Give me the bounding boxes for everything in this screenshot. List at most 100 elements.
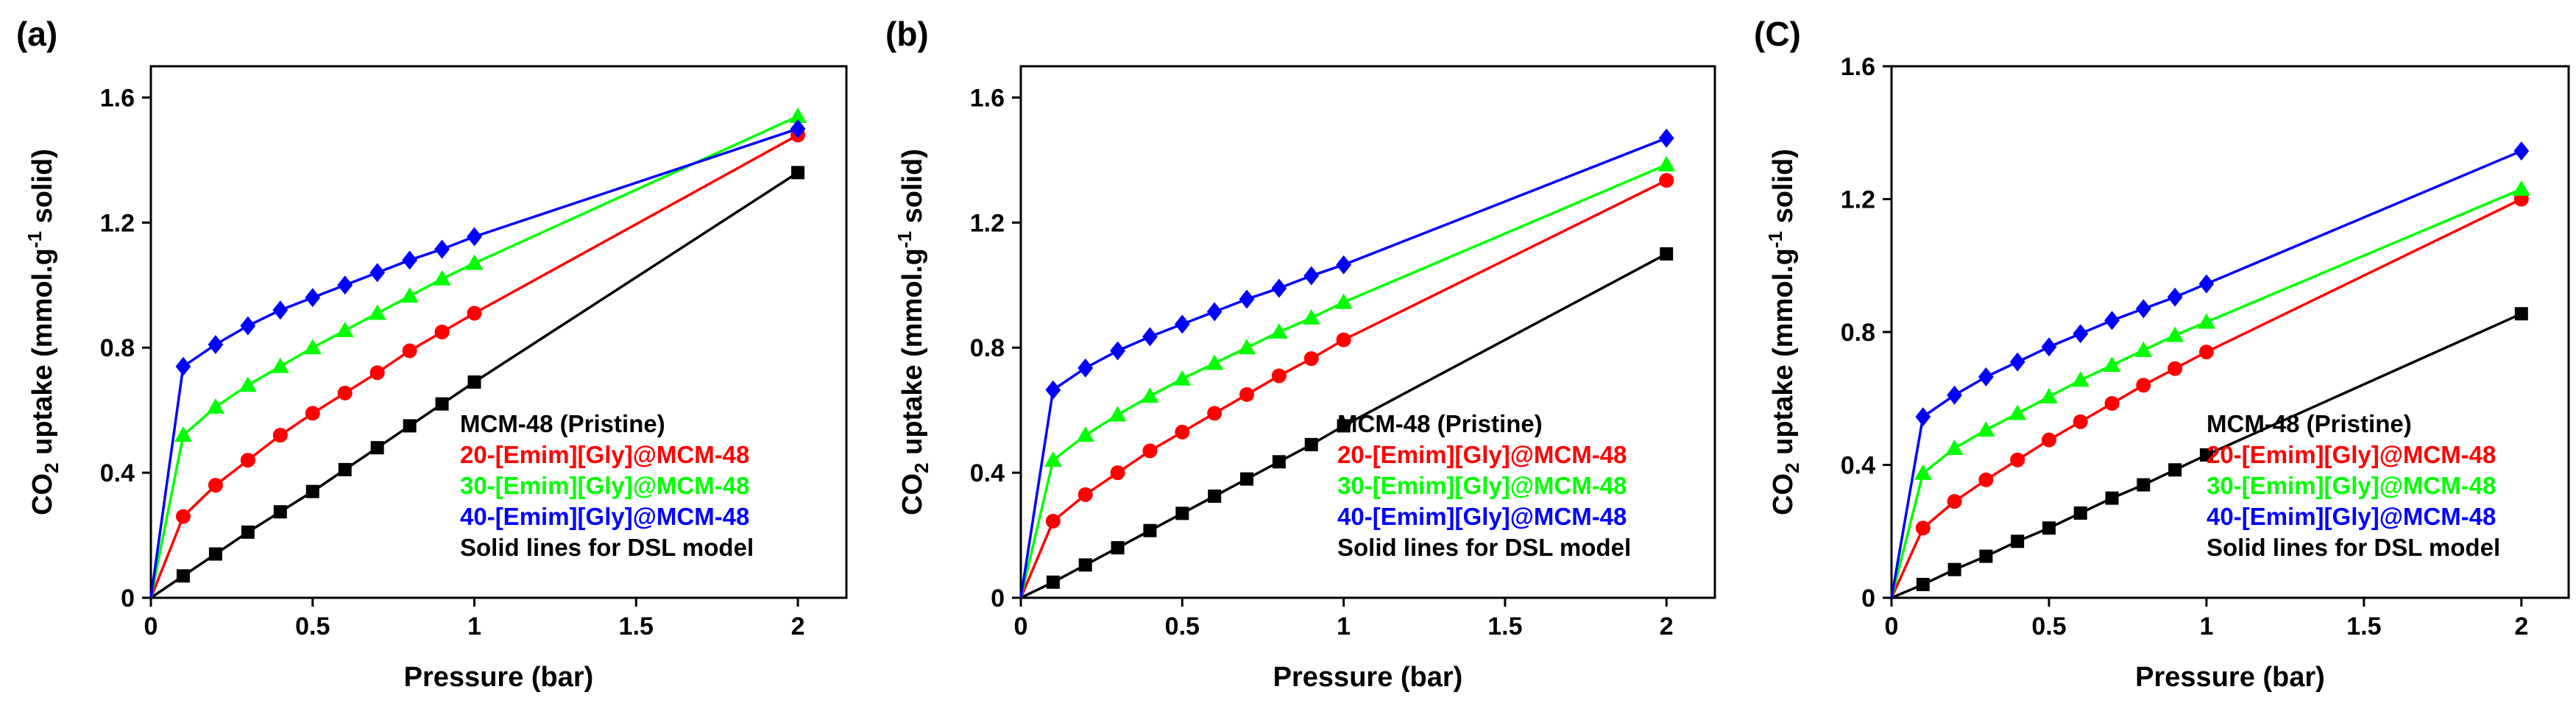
data-point — [1270, 323, 1288, 339]
data-point — [2071, 371, 2090, 387]
data-point — [336, 321, 354, 337]
data-point — [1206, 354, 1224, 370]
data-point — [338, 462, 352, 476]
y-tick-label: 0.8 — [100, 334, 135, 362]
panel-label: (b) — [885, 15, 929, 53]
x-tick-label: 0.5 — [1165, 613, 1200, 640]
data-point — [2137, 478, 2151, 492]
data-point — [1110, 341, 1125, 361]
data-point — [369, 365, 385, 381]
data-point — [1078, 487, 1093, 502]
data-point — [241, 525, 255, 539]
y-tick-label: 0.8 — [970, 334, 1005, 362]
data-point — [1174, 314, 1190, 334]
data-point — [1978, 472, 1994, 487]
legend-entry: MCM-48 (Pristine) — [2207, 410, 2412, 437]
data-point — [271, 357, 289, 373]
data-point — [1660, 247, 1674, 261]
data-point — [2198, 274, 2215, 294]
legend-entry: MCM-48 (Pristine) — [1337, 410, 1543, 437]
y-tick-label: 0 — [121, 585, 135, 613]
data-point — [1271, 278, 1287, 298]
y-tick-label: 1.6 — [970, 84, 1005, 112]
data-point — [2073, 414, 2088, 429]
chart-panel-2: (b) 0 0.5 1 1.5 2 0 0.4 0.8 1.2 1.6 Pressure (bar) C… — [885, 15, 1716, 693]
data-point — [240, 316, 256, 336]
series-line — [1019, 163, 1667, 599]
legend-entry: MCM-48 (Pristine) — [460, 410, 665, 437]
data-point — [1045, 513, 1061, 529]
data-point — [1303, 351, 1319, 367]
panel-label: (a) — [16, 15, 57, 53]
data-point — [2514, 307, 2528, 321]
plot-frame — [149, 65, 848, 599]
data-point — [2199, 448, 2213, 462]
data-point — [434, 239, 450, 259]
data-point — [433, 269, 451, 286]
y-axis-title: CO2 uptake (mmol.g-1 solid) — [24, 149, 63, 515]
x-axis-title: Pressure (bar) — [2135, 662, 2325, 693]
data-point — [1111, 541, 1125, 555]
data-point — [2010, 452, 2025, 467]
legend: MCM-48 (Pristine) 20-[Emim][Gly]@MCM-48 30… — [2207, 410, 2500, 561]
y-axis-title: CO2 uptake (mmol.g-1 solid) — [894, 149, 933, 515]
chart-panel-3: (C) 0 0.5 1 1.5 2 0 0.4 0.8 1.2 1.6 Pressure (bar) C… — [1754, 15, 2570, 693]
data-point — [467, 375, 481, 389]
data-point — [1173, 370, 1192, 386]
data-point — [1175, 507, 1189, 520]
data-point — [174, 426, 192, 442]
legend-entry: 30-[Emim][Gly]@MCM-48 — [460, 472, 749, 499]
data-point — [435, 397, 449, 411]
y-tick-label: 1.2 — [100, 209, 135, 237]
data-point — [1947, 494, 1962, 509]
y-tick-label: 0.8 — [1841, 319, 1875, 347]
y-tick-label: 0.4 — [100, 459, 135, 487]
data-point — [2105, 491, 2119, 505]
data-point — [1978, 367, 1994, 387]
data-point — [369, 263, 386, 283]
data-point — [789, 107, 807, 123]
y-tick-label: 0 — [991, 585, 1005, 613]
chart-panel-1: (a) 0 0.5 1 1.5 2 0 0.4 0.8 1.2 1.6 Pressure (bar) C… — [16, 15, 848, 693]
data-point — [403, 419, 417, 433]
data-point — [2009, 404, 2027, 420]
data-point — [1915, 520, 1931, 536]
x-tick-label: 1 — [1337, 613, 1351, 640]
data-point — [337, 275, 353, 295]
x-tick-label: 1.5 — [619, 613, 654, 640]
y-tick-label: 1.2 — [970, 209, 1005, 237]
data-point — [1337, 419, 1351, 433]
data-point — [1302, 308, 1320, 325]
data-point — [2197, 313, 2215, 329]
data-point — [1044, 451, 1062, 467]
legend-entry: 40-[Emim][Gly]@MCM-48 — [1337, 503, 1627, 530]
data-point — [305, 406, 320, 421]
data-point — [2168, 361, 2183, 376]
legend-note: Solid lines for DSL model — [2207, 534, 2500, 561]
data-point — [465, 254, 484, 270]
data-point — [2039, 387, 2058, 403]
data-point — [1657, 155, 1676, 172]
data-point — [1915, 407, 1931, 427]
series-1 — [150, 166, 805, 599]
data-point — [1078, 358, 1094, 378]
series-4 — [1890, 141, 2530, 599]
data-point — [1334, 293, 1353, 309]
data-point — [175, 509, 191, 524]
data-point — [1206, 302, 1222, 322]
x-tick-label: 1.5 — [2346, 613, 2381, 640]
data-point — [2513, 141, 2530, 161]
data-point — [1238, 339, 1256, 355]
data-point — [791, 166, 805, 180]
x-tick-label: 2 — [1660, 613, 1674, 640]
data-point — [1945, 439, 1964, 455]
data-point — [2009, 352, 2025, 372]
data-point — [400, 287, 419, 303]
data-point — [1947, 562, 1961, 576]
data-point — [238, 376, 257, 392]
data-point — [1977, 421, 1995, 437]
series-1 — [1020, 247, 1674, 599]
data-point — [1659, 173, 1674, 188]
legend-note: Solid lines for DSL model — [1337, 534, 1631, 561]
series-2 — [1019, 173, 1674, 599]
